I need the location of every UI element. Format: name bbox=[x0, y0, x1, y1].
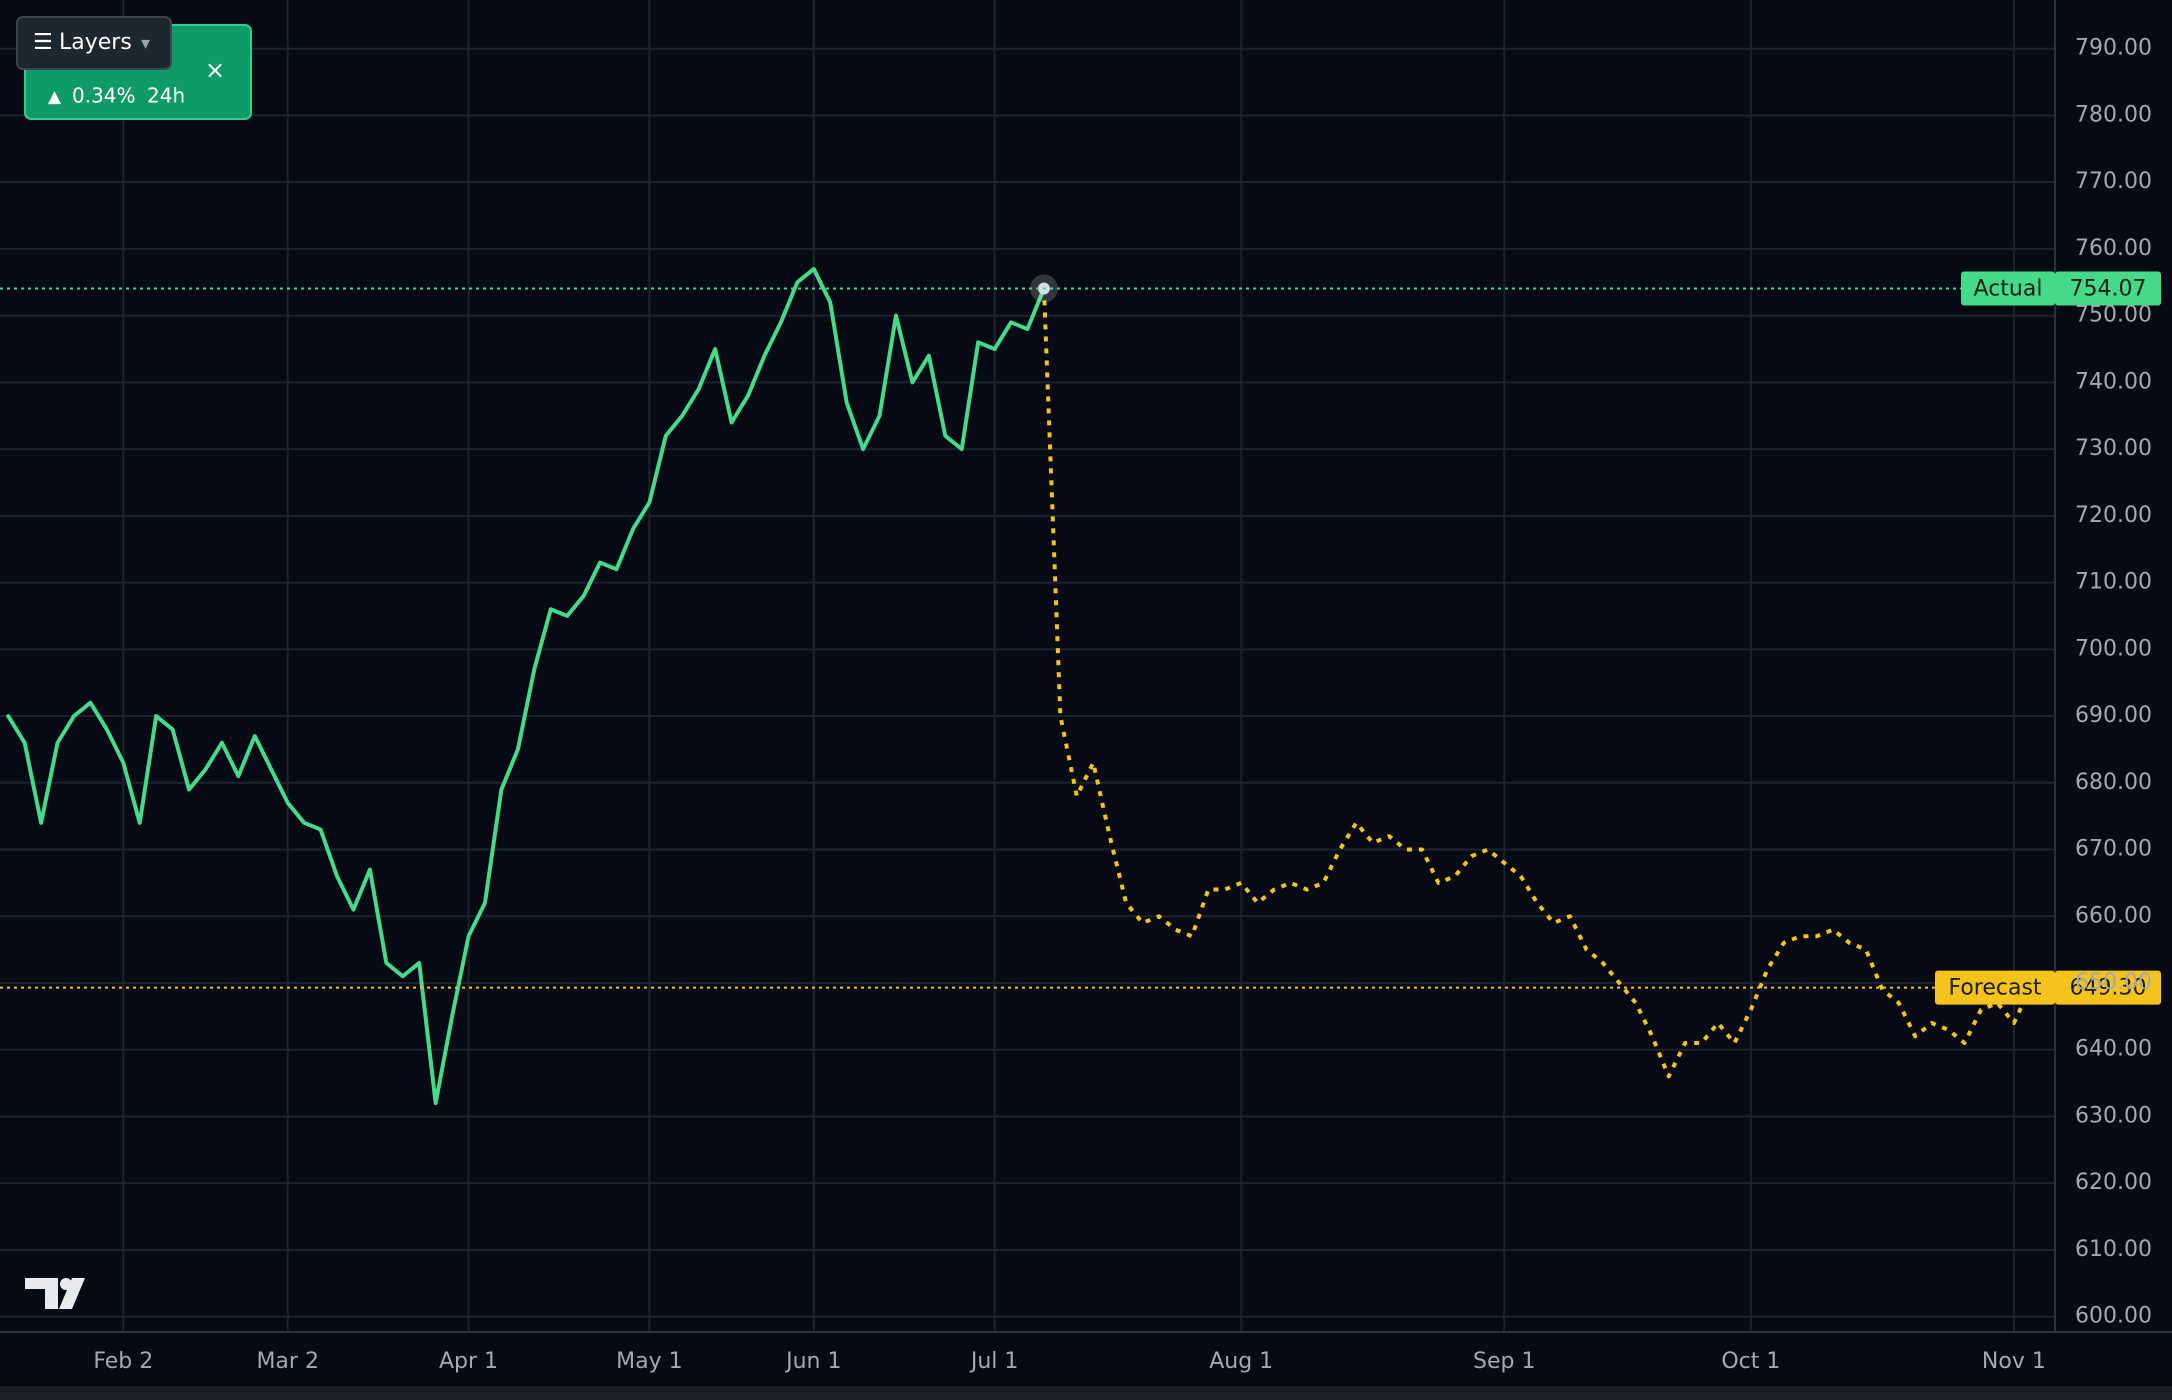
price-tag-value: 754.07 bbox=[2070, 276, 2147, 301]
y-tick-label: 790.00 bbox=[2075, 36, 2152, 61]
y-tick-label: 610.00 bbox=[2075, 1237, 2152, 1262]
price-tags: Actual 754.07 Forecast 649.30 bbox=[1935, 271, 2161, 1005]
x-tick-label: Jul 1 bbox=[969, 1349, 1019, 1374]
change-period: 24h bbox=[147, 84, 185, 108]
series-line bbox=[6, 266, 1046, 1106]
plot bbox=[0, 266, 2055, 1106]
layers-button[interactable] bbox=[16, 16, 172, 70]
logo-slash bbox=[59, 1278, 85, 1309]
y-tick-label: 620.00 bbox=[2075, 1170, 2152, 1195]
price-tag-name: Actual bbox=[1974, 276, 2043, 301]
bottom-bar bbox=[0, 1386, 2172, 1400]
y-tick-label: 660.00 bbox=[2075, 903, 2152, 928]
y-tick-label: 640.00 bbox=[2075, 1037, 2152, 1062]
y-tick-label: 770.00 bbox=[2075, 169, 2152, 194]
y-tick-label: 700.00 bbox=[2075, 636, 2152, 661]
y-tick-label: 710.00 bbox=[2075, 570, 2152, 595]
price-tag-value-box bbox=[2055, 271, 2161, 306]
up-arrow: ▲ bbox=[48, 87, 62, 107]
widget: ☰ Layers ▾ × ▲ 0.34% 24h bbox=[16, 16, 252, 120]
y-tick-label: 600.00 bbox=[2075, 1304, 2152, 1329]
price-tag-name-box bbox=[1961, 271, 2055, 306]
grid bbox=[0, 0, 2055, 1332]
price-tag-name: Forecast bbox=[1948, 976, 2041, 1001]
y-tick-label: 760.00 bbox=[2075, 236, 2152, 261]
price-tag-name-box bbox=[1935, 970, 2055, 1005]
y-tick-label: 670.00 bbox=[2075, 837, 2152, 862]
x-tick-label: Nov 1 bbox=[1982, 1349, 2046, 1374]
y-tick-label: 750.00 bbox=[2075, 303, 2152, 328]
x-tick-label: Jun 1 bbox=[784, 1349, 841, 1374]
menu-icon: ☰ bbox=[33, 30, 53, 55]
price-tag-value-box bbox=[2055, 970, 2161, 1005]
x-tick-label: May 1 bbox=[616, 1349, 682, 1374]
logo-t bbox=[25, 1278, 58, 1309]
x-tick-label: Oct 1 bbox=[1721, 1349, 1780, 1374]
x-tick-label: Aug 1 bbox=[1209, 1349, 1273, 1374]
y-tick-label: 630.00 bbox=[2075, 1103, 2152, 1128]
price-tag-value: 649.30 bbox=[2070, 976, 2147, 1001]
x-tick-label: Mar 2 bbox=[256, 1349, 319, 1374]
dropdown-icon: ▾ bbox=[141, 33, 150, 54]
y-tick-label: 680.00 bbox=[2075, 770, 2152, 795]
layers-label[interactable]: Layers bbox=[59, 30, 132, 55]
logo bbox=[25, 1278, 85, 1309]
x-tick-label: Sep 1 bbox=[1473, 1349, 1535, 1374]
close-button[interactable]: × bbox=[205, 56, 225, 84]
y-tick-label: 720.00 bbox=[2075, 503, 2152, 528]
y-tick-label: 650.00 bbox=[2075, 970, 2152, 995]
y-tick-label: 780.00 bbox=[2075, 102, 2152, 127]
y-tick-label: 740.00 bbox=[2075, 369, 2152, 394]
x-tick-label: Apr 1 bbox=[439, 1349, 498, 1374]
y-tick-label: 690.00 bbox=[2075, 703, 2152, 728]
x-tick-label: Feb 2 bbox=[93, 1349, 153, 1374]
y-tick-label: 730.00 bbox=[2075, 436, 2152, 461]
change-value: 0.34% bbox=[72, 84, 136, 108]
